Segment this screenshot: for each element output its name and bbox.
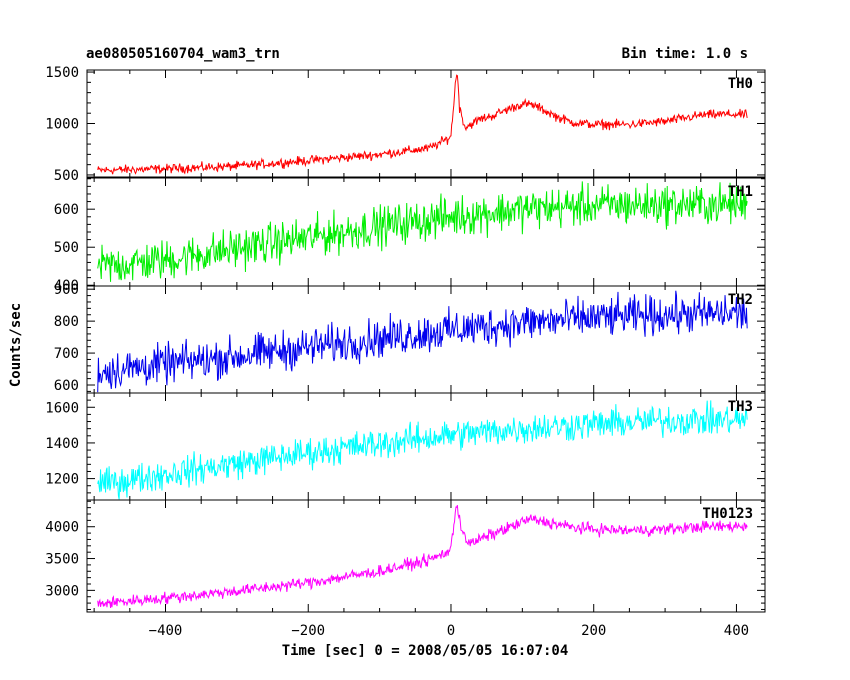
y-tick-label: 4000 [45, 520, 79, 536]
panel-label-th0: TH0 [728, 76, 753, 92]
chart-title: ae080505160704_wam3_trn [86, 46, 280, 62]
series-line-th2 [97, 290, 748, 393]
y-tick-label: 1200 [45, 472, 79, 488]
x-tick-label: 400 [724, 623, 749, 639]
y-tick-label: 600 [54, 378, 79, 394]
y-tick-label: 900 [54, 282, 79, 298]
y-tick-label: 3500 [45, 552, 79, 568]
panel-label-th3: TH3 [728, 399, 753, 415]
panel-th0: 500 1000 1500 TH0 [45, 65, 766, 184]
series-line-th0 [97, 74, 748, 175]
y-tick-label: 800 [54, 314, 79, 330]
panel-label-th2: TH2 [728, 292, 753, 308]
y-tick-label: 1600 [45, 400, 79, 416]
panel-th3: 1200 1400 1600 TH3 [45, 392, 766, 501]
series-line-th0123 [97, 504, 748, 608]
bin-time-label: Bin time: 1.0 s [622, 46, 748, 62]
y-tick-label: 500 [54, 240, 79, 256]
y-tick-label: 600 [54, 202, 79, 218]
panels-group: 500 1000 1500 TH0 400 500 600 TH1 600 700 800 900 TH… [45, 65, 766, 639]
panel-frame [86, 499, 766, 613]
panel-label-th0123: TH0123 [702, 506, 753, 522]
series-line-th3 [97, 400, 748, 500]
series-line-th1 [97, 181, 748, 282]
x-tick-label: −400 [149, 623, 183, 639]
y-tick-label: 1400 [45, 436, 79, 452]
y-tick-label: 3000 [45, 583, 79, 599]
y-tick-label: 1000 [45, 117, 79, 133]
panel-frame [86, 69, 766, 178]
y-tick-label: 500 [54, 168, 79, 184]
x-tick-label: −200 [291, 623, 325, 639]
panel-th2: 600 700 800 900 TH2 [54, 282, 766, 394]
panel-th1: 400 500 600 TH1 [54, 177, 766, 294]
panel-th0123: 3000 3500 4000 TH0123 [45, 499, 766, 613]
y-tick-label: 400 [54, 278, 79, 294]
panel-label-th1: TH1 [728, 184, 753, 200]
y-tick-label: 700 [54, 346, 79, 362]
y-axis-label: Counts/sec [8, 303, 24, 387]
y-tick-label: 1500 [45, 65, 79, 81]
x-axis-label: Time [sec] 0 = 2008/05/05 16:07:04 [282, 643, 569, 659]
x-tick-label: 0 [447, 623, 455, 639]
x-tick-label: 200 [581, 623, 606, 639]
